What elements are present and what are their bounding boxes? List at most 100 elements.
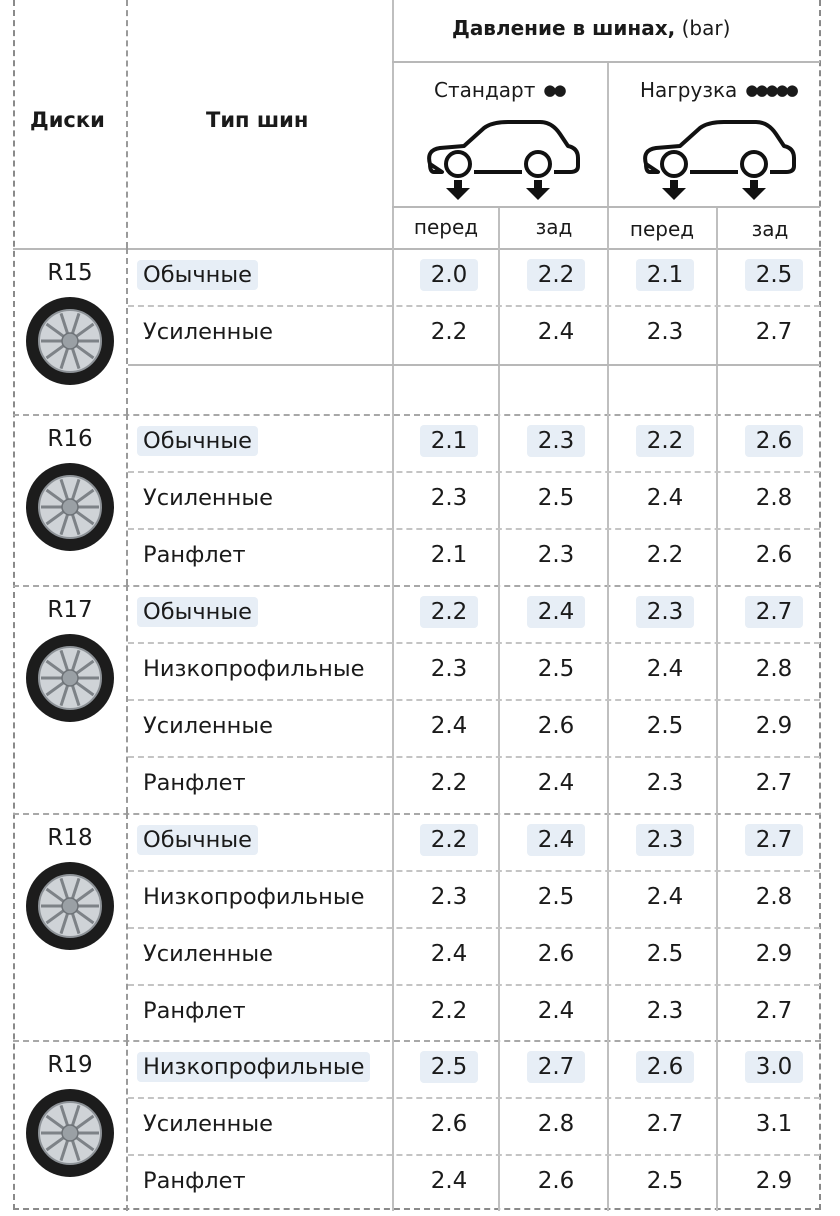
table-row: Обычные 2.0 2.2 2.1 2.5: [0, 248, 840, 305]
group-separator: [13, 414, 821, 416]
pressure-value-cell: 2.4: [537, 770, 575, 796]
pressure-value-cell: 2.4: [527, 824, 585, 856]
pressure-value-cell: 3.1: [755, 1111, 793, 1137]
column-divider: [392, 414, 394, 585]
header-divider: [392, 206, 820, 208]
pressure-value-cell: 2.7: [755, 319, 793, 345]
pressure-value-cell: 2.5: [537, 485, 575, 511]
row-separator: [128, 364, 820, 366]
column-divider: [126, 585, 128, 813]
table-frame: [13, 0, 821, 1210]
column-divider: [126, 414, 128, 585]
tire-type-cell: Ранфлет: [143, 542, 246, 568]
wheel-icon: [26, 1089, 114, 1177]
load-front-header: перед: [629, 217, 695, 241]
pressure-value-cell: 2.7: [646, 1111, 684, 1137]
table-row: Усиленные 2.3 2.5 2.4 2.8: [0, 471, 840, 528]
pressure-value-cell: 2.4: [430, 713, 468, 739]
pressure-value-cell: 2.5: [646, 941, 684, 967]
table-row: Низкопрофильные 2.5 2.7 2.6 3.0: [0, 1040, 840, 1097]
pressure-value-cell: 2.8: [537, 1111, 575, 1137]
header-divider: [126, 0, 128, 248]
five-people-icon: ●●●●●: [745, 81, 798, 99]
pressure-value-cell: 2.5: [537, 656, 575, 682]
pressure-value-cell: 2.3: [430, 884, 468, 910]
table-row: Ранфлет 2.2 2.4 2.3 2.7: [0, 756, 840, 813]
pressure-value-cell: 2.4: [527, 596, 585, 628]
pressure-value-cell: 2.5: [537, 884, 575, 910]
table-row: Ранфлет 2.2 2.4 2.3 2.7: [0, 984, 840, 1041]
pressure-value-cell: 2.4: [646, 485, 684, 511]
mode-standard-label: Стандарт: [434, 78, 536, 102]
tire-type-cell: Усиленные: [143, 485, 273, 511]
tire-type-cell: Ранфлет: [143, 770, 246, 796]
tire-type-cell: Низкопрофильные: [143, 884, 365, 910]
row-separator: [128, 642, 820, 644]
tire-type-cell: Обычные: [137, 825, 258, 855]
table-row: Ранфлет 2.4 2.6 2.5 2.9: [0, 1154, 840, 1211]
pressure-value-cell: 2.3: [430, 656, 468, 682]
rim-group-r15: R15 Обычные 2.0 2.2 2.1 2.5 Усиленные 2.2 2.4 2.3…: [0, 248, 840, 414]
load-rear-header: зад: [751, 217, 789, 241]
two-people-icon: ●●: [543, 81, 566, 99]
pressure-value-cell: 2.3: [646, 998, 684, 1024]
rim-label: R16: [47, 426, 93, 452]
pressure-value-cell: 2.6: [745, 425, 803, 457]
pressure-value-cell: 2.6: [537, 713, 575, 739]
header-divider: [498, 207, 500, 248]
pressure-value-cell: 2.2: [430, 319, 468, 345]
pressure-title-unit: (bar): [681, 16, 731, 40]
column-divider: [126, 813, 128, 1040]
pressure-value-cell: 2.0: [420, 259, 478, 291]
pressure-value-cell: 2.3: [636, 596, 694, 628]
pressure-value-cell: 2.2: [636, 425, 694, 457]
table-row: Низкопрофильные 2.3 2.5 2.4 2.8: [0, 870, 840, 927]
row-separator: [128, 1097, 820, 1099]
column-divider: [716, 813, 718, 1040]
tire-type-cell: Ранфлет: [143, 1168, 246, 1194]
rim-group-r18: R18 Обычные 2.2 2.4 2.3 2.7 Низкопрофильные 2.3…: [0, 813, 840, 1040]
pressure-value-cell: 2.7: [745, 824, 803, 856]
pressure-value-cell: 2.8: [755, 485, 793, 511]
header-divider: [607, 62, 609, 248]
column-divider: [716, 414, 718, 585]
pressure-value-cell: 2.2: [420, 596, 478, 628]
pressure-title-label: Давление в шинах,: [452, 16, 676, 40]
mode-standard: Стандарт ●●: [434, 78, 567, 102]
pressure-value-cell: 2.3: [646, 770, 684, 796]
rim-label: R15: [47, 260, 93, 286]
pressure-value-cell: 2.3: [537, 542, 575, 568]
table-row: Усиленные 2.6 2.8 2.7 3.1: [0, 1097, 840, 1154]
pressure-value-cell: 2.2: [430, 770, 468, 796]
pressure-value-cell: 2.3: [646, 319, 684, 345]
row-separator: [128, 756, 820, 758]
pressure-value-cell: 2.4: [646, 656, 684, 682]
row-separator: [128, 471, 820, 473]
column-divider: [716, 1040, 718, 1211]
pressure-value-cell: 2.6: [636, 1051, 694, 1083]
column-header-rims: Диски: [30, 108, 105, 132]
car-standard-icon: [427, 120, 580, 200]
row-separator: [128, 870, 820, 872]
tire-type-cell: Ранфлет: [143, 998, 246, 1024]
pressure-value-cell: 2.2: [420, 824, 478, 856]
column-divider: [607, 414, 609, 585]
table-row: Обычные 2.2 2.4 2.3 2.7: [0, 585, 840, 642]
column-divider: [498, 414, 500, 585]
pressure-value-cell: 2.4: [537, 998, 575, 1024]
pressure-value-cell: 2.6: [537, 1168, 575, 1194]
pressure-value-cell: 2.4: [646, 884, 684, 910]
tire-type-cell: Усиленные: [143, 1111, 273, 1137]
column-divider: [498, 1040, 500, 1211]
column-header-tire-type: Тип шин: [206, 108, 309, 132]
pressure-value-cell: 2.8: [755, 656, 793, 682]
table-row: Усиленные 2.4 2.6 2.5 2.9: [0, 699, 840, 756]
header-divider: [716, 207, 718, 248]
rim-group-r19: R19 Низкопрофильные 2.5 2.7 2.6 3.0 Усиленные 2…: [0, 1040, 840, 1211]
tire-type-cell: Усиленные: [143, 713, 273, 739]
tire-type-cell: Усиленные: [143, 941, 273, 967]
pressure-value-cell: 2.4: [430, 1168, 468, 1194]
row-separator: [128, 1154, 820, 1156]
table-row: Усиленные 2.4 2.6 2.5 2.9: [0, 927, 840, 984]
table-row: Обычные 2.1 2.3 2.2 2.6: [0, 414, 840, 471]
